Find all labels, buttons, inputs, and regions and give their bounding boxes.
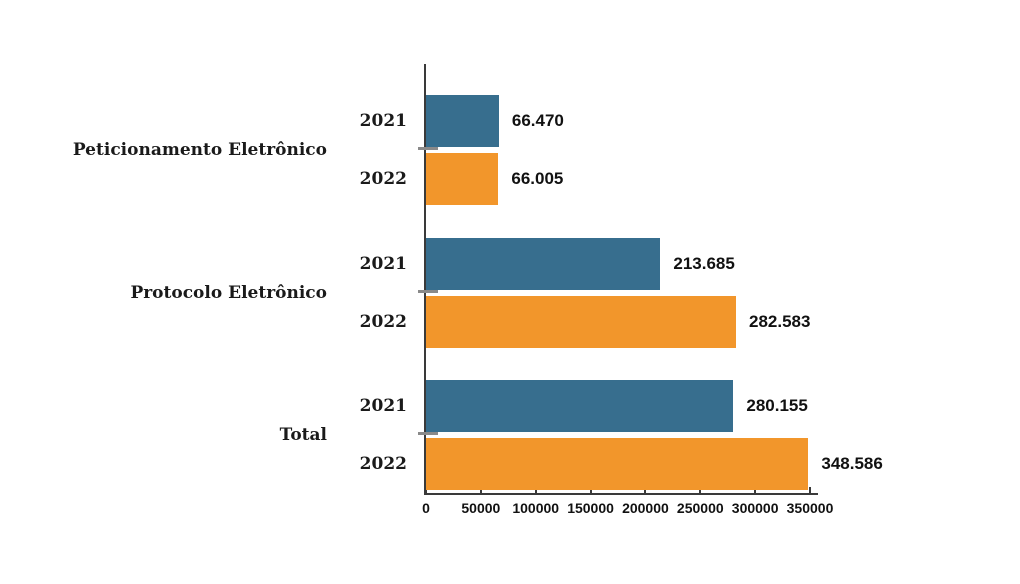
x-axis-tick <box>479 487 482 493</box>
x-axis-tick <box>425 487 427 493</box>
series-year-label: 2021 <box>359 111 407 131</box>
bar-value-label: 282.583 <box>749 311 811 331</box>
category-tick <box>418 289 438 293</box>
x-axis-tick-label: 250000 <box>676 500 724 516</box>
category-label: Peticionamento Eletrônico <box>72 140 327 160</box>
x-axis-line <box>424 493 818 495</box>
bar-2022 <box>426 295 736 348</box>
bar-value-label: 280.155 <box>746 396 808 415</box>
x-axis-tick-label: 150000 <box>567 500 614 516</box>
x-axis-tick-label: 200000 <box>622 500 669 516</box>
bar-2022 <box>426 153 499 205</box>
bar-value-label: 213.685 <box>673 253 735 273</box>
x-axis-tick-label: 350000 <box>786 500 834 516</box>
x-axis-tick-label: 100000 <box>512 500 560 516</box>
bar-2021 <box>426 237 661 290</box>
bar-value-label: 66.470 <box>511 111 564 130</box>
x-axis-tick-label: 0 <box>422 500 430 516</box>
x-axis-tick-label: 50000 <box>461 500 501 516</box>
x-axis-tick-label: 300000 <box>731 500 779 516</box>
series-year-label: 2021 <box>359 253 407 274</box>
series-year-label: 2022 <box>359 311 407 332</box>
x-axis-tick <box>534 487 537 493</box>
series-year-label: 2021 <box>359 396 407 416</box>
x-axis-tick <box>754 487 757 493</box>
x-axis-tick <box>809 487 811 493</box>
category-tick <box>418 147 438 150</box>
category-label: Protocolo Eletrônico <box>130 282 327 303</box>
x-axis-tick <box>644 487 647 493</box>
series-year-label: 2022 <box>359 169 407 189</box>
y-axis-line <box>424 64 426 495</box>
x-axis-tick <box>699 487 702 493</box>
bar-value-label: 348.586 <box>821 454 883 473</box>
x-axis-tick <box>589 487 592 493</box>
category-tick <box>418 432 438 435</box>
bar-2021 <box>426 95 499 147</box>
category-label: Total <box>279 425 327 445</box>
bar-value-label: 66.005 <box>511 169 564 188</box>
series-year-label: 2022 <box>359 454 407 474</box>
bar-2021 <box>426 380 734 432</box>
bar-2022 <box>426 438 809 490</box>
